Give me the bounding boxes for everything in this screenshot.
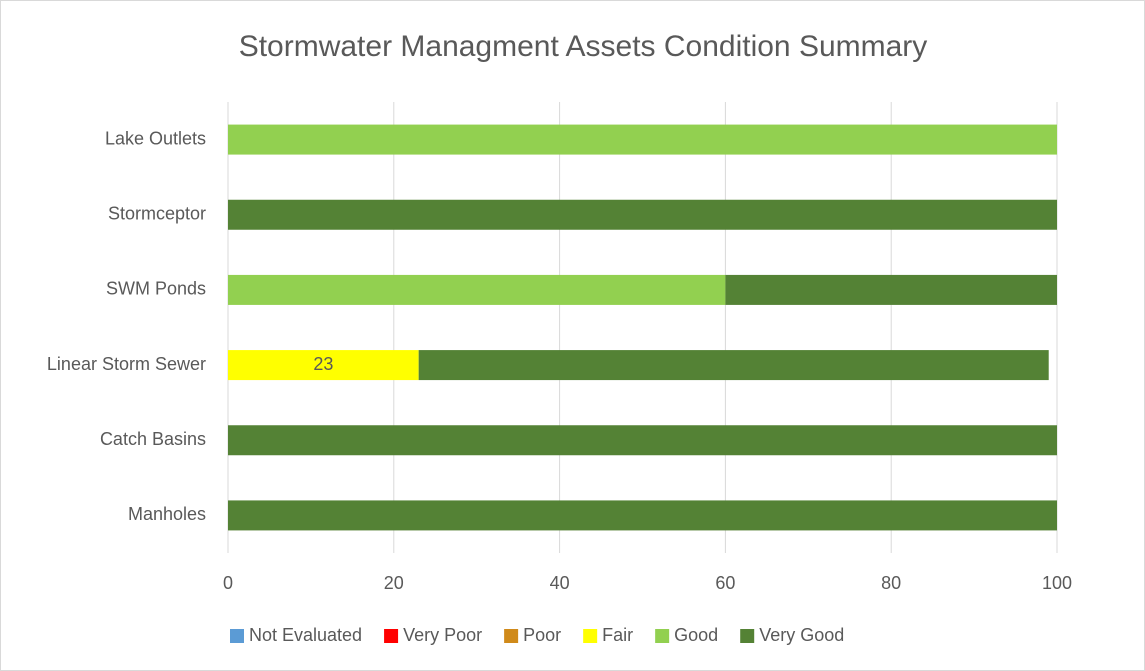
legend-swatch <box>504 629 519 643</box>
legend-swatch <box>230 629 244 643</box>
y-tick-label: Catch Basins <box>100 429 206 449</box>
bar-segment <box>228 124 1057 155</box>
bar-segment <box>725 274 1057 305</box>
bar-segment <box>228 425 1057 456</box>
bar-segment <box>228 350 419 381</box>
x-tick-label: 100 <box>1042 573 1072 593</box>
y-tick-label: Stormceptor <box>108 204 206 224</box>
bar-segment <box>228 274 726 305</box>
y-tick-label: Lake Outlets <box>105 128 206 148</box>
x-tick-label: 0 <box>223 573 233 593</box>
legend-label: Not Evaluated <box>249 625 362 645</box>
legend-label: Poor <box>523 625 561 645</box>
legend-swatch <box>655 629 670 643</box>
x-tick-label: 20 <box>384 573 404 593</box>
bar-segment <box>228 199 1057 230</box>
legend-label: Very Good <box>759 625 844 645</box>
legend-label: Very Poor <box>403 625 482 645</box>
y-tick-label: SWM Ponds <box>106 279 206 299</box>
legend-swatch <box>384 629 399 643</box>
x-tick-label: 60 <box>715 573 735 593</box>
x-tick-label: 40 <box>550 573 570 593</box>
y-tick-label: Linear Storm Sewer <box>47 354 206 374</box>
legend-label: Good <box>674 625 718 645</box>
data-label: 23 <box>313 354 333 374</box>
bar-segment <box>228 500 1057 531</box>
x-tick-label: 80 <box>881 573 901 593</box>
bar-segment <box>418 350 1049 381</box>
y-tick-label: Manholes <box>128 504 206 524</box>
legend-label: Fair <box>602 625 633 645</box>
legend-swatch <box>583 629 598 643</box>
chart-title: Stormwater Managment Assets Condition Su… <box>239 30 928 63</box>
legend-swatch <box>740 629 755 643</box>
